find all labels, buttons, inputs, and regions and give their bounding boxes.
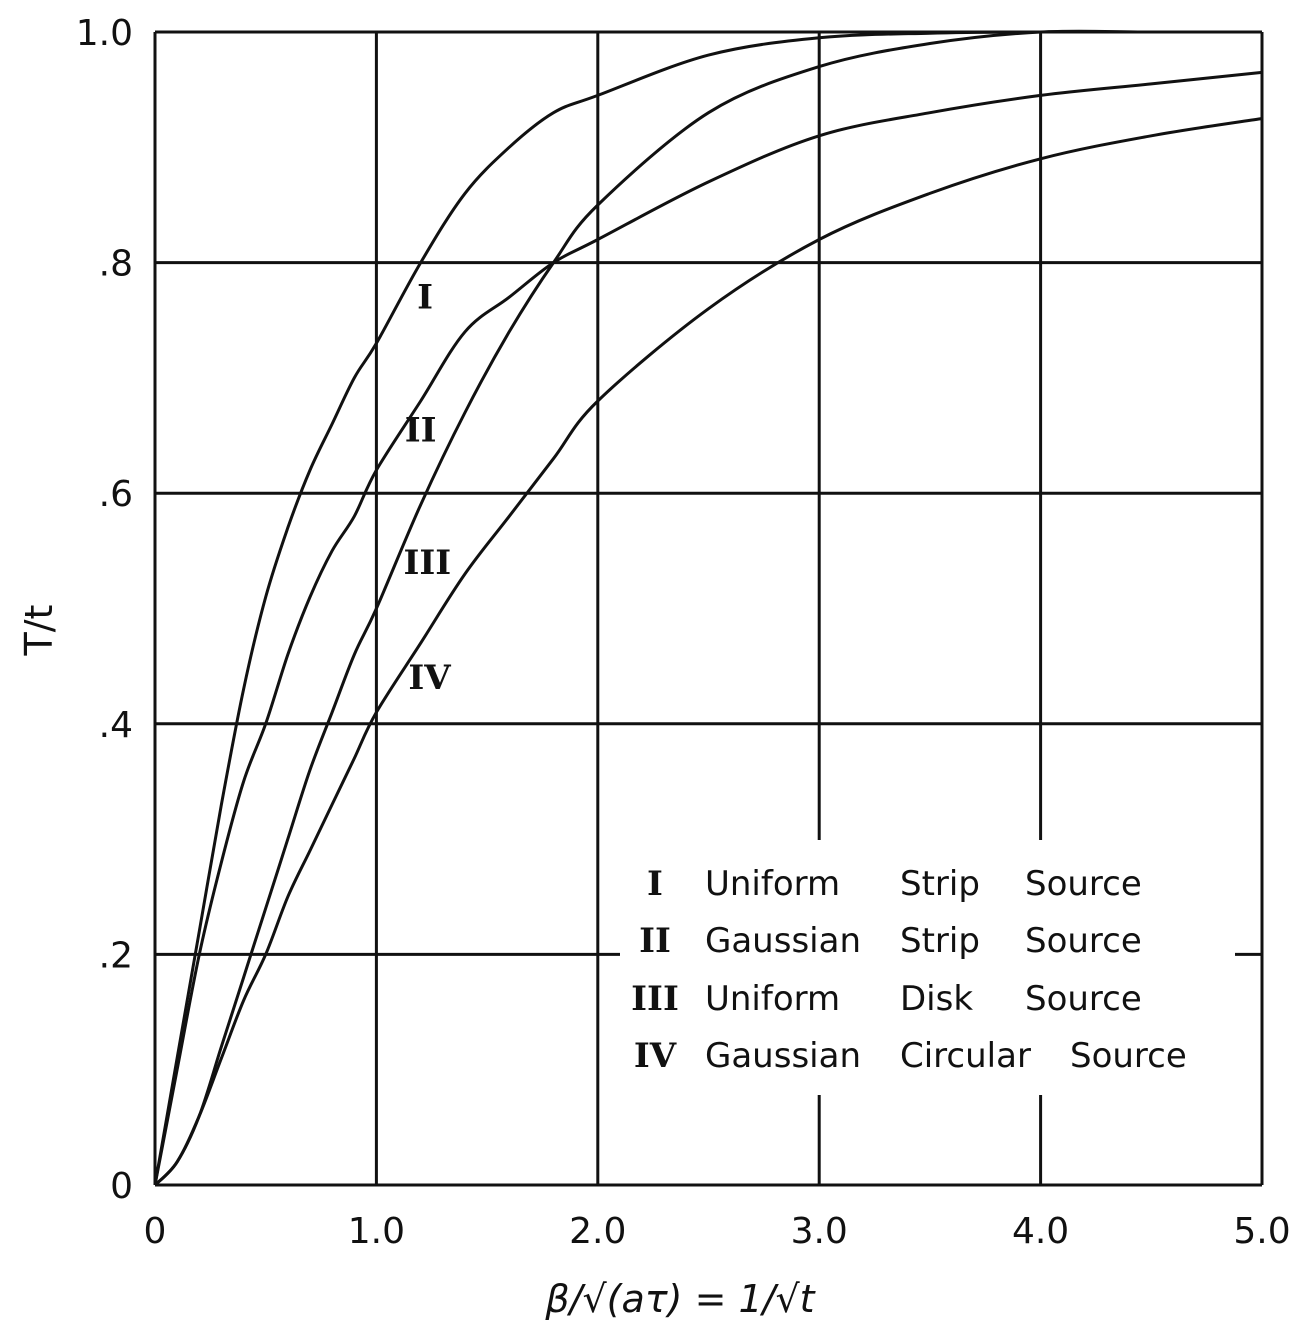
curve-label: IV — [408, 658, 451, 698]
legend-word: Gaussian — [705, 921, 861, 961]
curve-ii-gaussian-strip — [153, 70, 1263, 1186]
curve-label: III — [403, 543, 451, 583]
x-tick-label: 3.0 — [791, 1211, 848, 1252]
y-tick-label: .2 — [99, 935, 133, 976]
y-tick-label: .4 — [99, 705, 133, 746]
legend: I Uniform Strip Source II Gaussian Strip Source… — [631, 864, 1187, 1076]
y-axis-label: T/t — [17, 605, 61, 657]
y-tick-label: 1.0 — [76, 13, 133, 54]
legend-word: Strip — [900, 864, 980, 904]
curve-label: I — [417, 278, 433, 318]
legend-word: Source — [1025, 864, 1142, 904]
y-tick-label: .6 — [99, 474, 133, 515]
y-tick-label: .8 — [99, 244, 133, 285]
curve-iii-uniform-disk — [153, 29, 1262, 1187]
grid: 0 1.0 2.0 3.0 4.0 5.0 0 .2 .4 .6 .8 1.0 — [76, 13, 1291, 1252]
legend-numeral: IV — [634, 1036, 677, 1076]
x-axis-label: β/√(aτ) = 1/√t — [544, 1277, 816, 1321]
x-tick-label: 0 — [144, 1211, 167, 1252]
legend-word: Uniform — [705, 864, 840, 904]
x-tick-label: 1.0 — [348, 1211, 405, 1252]
legend-word: Source — [1070, 1036, 1187, 1076]
x-tick-label: 2.0 — [569, 1211, 626, 1252]
curves — [153, 29, 1263, 1187]
curve-iv-gaussian-circular — [153, 117, 1263, 1187]
legend-word: Source — [1025, 921, 1142, 961]
curve-label: II — [405, 410, 437, 450]
legend-word: Strip — [900, 921, 980, 961]
legend-numeral: II — [639, 921, 671, 961]
x-tick-label: 4.0 — [1012, 1211, 1069, 1252]
legend-word: Circular — [900, 1036, 1031, 1076]
legend-word: Source — [1025, 979, 1142, 1019]
curve-i-uniform-strip — [153, 30, 1262, 1186]
legend-numeral: I — [647, 864, 663, 904]
legend-word: Uniform — [705, 979, 840, 1019]
legend-word: Gaussian — [705, 1036, 861, 1076]
x-tick-label: 5.0 — [1233, 1211, 1290, 1252]
legend-word: Disk — [900, 979, 973, 1019]
y-tick-label: 0 — [110, 1166, 133, 1207]
legend-numeral: III — [631, 979, 679, 1019]
